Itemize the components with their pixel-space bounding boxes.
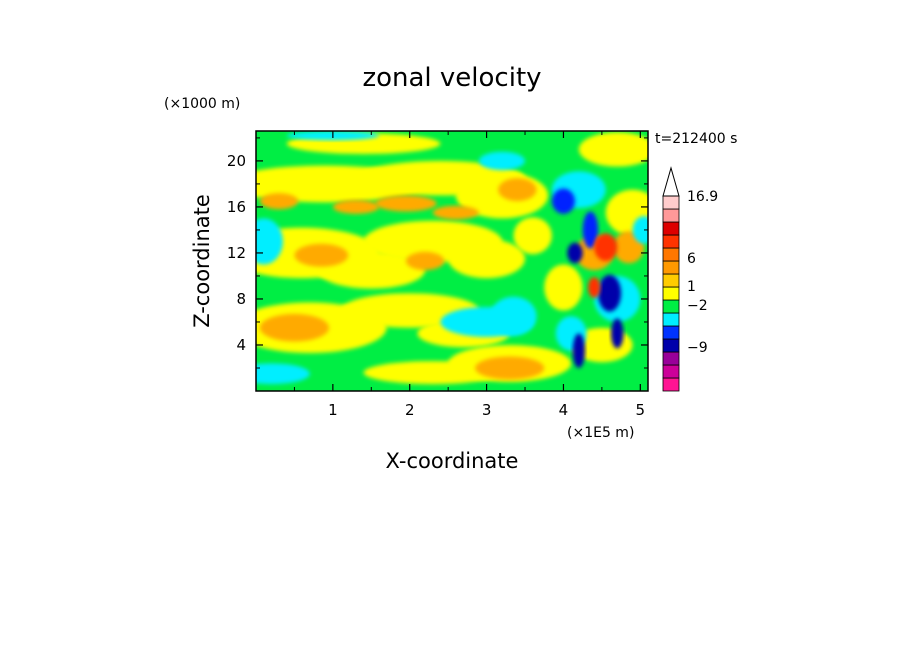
contour-patch <box>498 178 537 202</box>
x-tick-label: 5 <box>636 401 646 419</box>
colorbar-label: −9 <box>687 340 708 356</box>
colorbar-segment <box>662 273 680 288</box>
contour-patch <box>432 205 479 220</box>
colorbar-segment <box>662 325 680 340</box>
colorbar-segment <box>662 377 680 392</box>
colorbar-extend-arrow <box>662 166 680 197</box>
contour-patch <box>605 189 648 236</box>
y-tick-label: 4 <box>236 336 246 354</box>
contour-patch <box>294 243 349 267</box>
colorbar: 16.9 6 1 −2 −9 <box>662 166 718 392</box>
colorbar-segment <box>662 247 680 262</box>
colorbar-label: 6 <box>687 251 696 267</box>
y-tick-label: 12 <box>227 244 246 262</box>
y-tick-label: 16 <box>227 198 246 216</box>
contour-field <box>256 131 648 385</box>
colorbar-segment <box>662 234 680 249</box>
x-tick-label: 1 <box>328 401 338 419</box>
contour-patch <box>256 218 283 265</box>
contour-patch <box>582 211 599 249</box>
contour-patch <box>551 188 575 214</box>
contour-patch <box>598 274 622 312</box>
contour-patch <box>478 151 526 171</box>
contour-patch <box>259 193 299 210</box>
colorbar-segment <box>662 364 680 379</box>
x-tick-label: 4 <box>559 401 569 419</box>
colorbar-segment <box>662 260 680 275</box>
contour-patch <box>578 132 648 167</box>
colorbar-segment <box>662 195 680 210</box>
x-tick-label: 2 <box>405 401 415 419</box>
colorbar-segment <box>662 286 680 301</box>
contour-patch <box>632 216 648 244</box>
x-axis-ticks: 1 2 3 4 5 <box>293 131 646 419</box>
contour-patch <box>475 356 545 380</box>
contour-patch <box>567 242 583 264</box>
contour-patch <box>259 313 330 342</box>
colorbar-label: 1 <box>687 279 696 295</box>
y-tick-label: 20 <box>227 152 246 170</box>
contour-patch <box>332 200 379 214</box>
chart-title: zonal velocity <box>362 63 541 93</box>
colorbar-segment <box>662 299 680 314</box>
contour-patch <box>405 251 445 271</box>
y-tick-label: 8 <box>236 290 246 308</box>
contour-patch <box>363 361 502 385</box>
x-tick-label: 3 <box>482 401 492 419</box>
colorbar-segment <box>662 312 680 327</box>
x-axis-unit: (×1E5 m) <box>567 425 634 441</box>
colorbar-segment <box>662 221 680 236</box>
contour-patch <box>588 277 601 298</box>
contour-patch <box>572 333 585 368</box>
x-axis-label: X-coordinate <box>386 449 519 473</box>
contour-patch <box>594 233 618 261</box>
contour-patch <box>375 195 437 212</box>
contour-patch <box>544 264 583 311</box>
contour-patch <box>513 217 552 255</box>
colorbar-label: 16.9 <box>687 189 718 205</box>
y-axis-label: Z-coordinate <box>190 194 214 328</box>
contour-patch <box>448 239 526 279</box>
y-axis-unit: (×1000 m) <box>164 96 240 112</box>
contour-patch <box>256 363 310 385</box>
y-axis-ticks: 4 8 12 16 20 <box>227 137 648 369</box>
contour-patch <box>490 296 537 336</box>
plot-frame <box>255 130 649 392</box>
colorbar-segment <box>662 338 680 353</box>
contour-patch <box>611 318 624 349</box>
plot-area <box>256 131 648 391</box>
time-label: t=212400 s <box>655 131 737 147</box>
colorbar-segment <box>662 208 680 223</box>
colorbar-segment <box>662 351 680 366</box>
colorbar-label: −2 <box>687 298 708 314</box>
